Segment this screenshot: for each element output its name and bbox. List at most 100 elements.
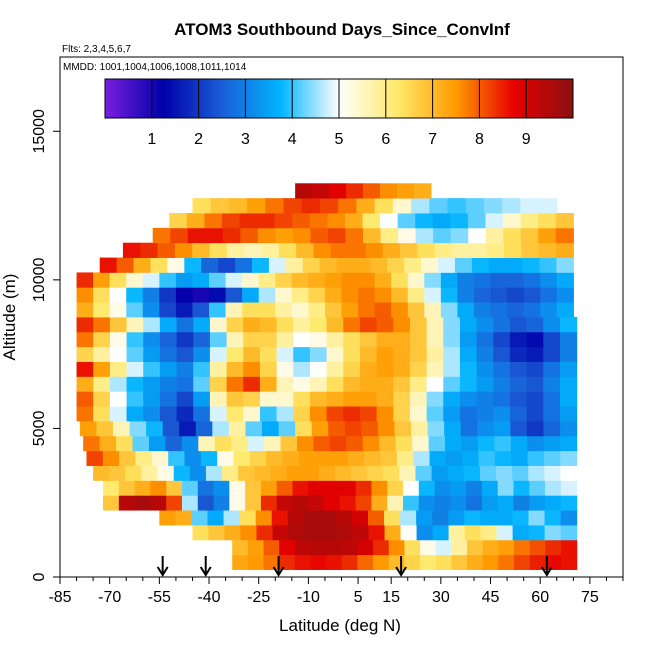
heatmap-cell xyxy=(122,242,141,258)
heatmap-cell xyxy=(443,376,461,392)
heatmap-cell xyxy=(486,242,505,258)
heatmap-cell xyxy=(409,361,428,377)
heatmap-cell xyxy=(341,302,359,318)
colorbar-strip xyxy=(310,79,314,118)
heatmap-cell xyxy=(76,361,94,377)
colorbar-strip xyxy=(135,79,139,118)
heatmap-cell xyxy=(126,287,144,303)
heatmap-cell xyxy=(445,435,463,452)
colorbar-strip xyxy=(404,79,408,118)
heatmap-cell xyxy=(209,331,228,348)
heatmap-cell xyxy=(205,227,224,244)
heatmap-cell xyxy=(409,376,428,392)
colorbar-strip xyxy=(502,79,506,118)
heatmap-cell xyxy=(479,465,497,481)
heatmap-cell xyxy=(326,346,344,362)
colorbar-strip xyxy=(289,79,293,118)
heatmap-cell xyxy=(362,435,380,452)
heatmap-cell xyxy=(324,272,343,288)
heatmap-cell xyxy=(132,435,150,452)
heatmap-cell xyxy=(223,510,241,526)
heatmap-cell xyxy=(309,331,328,348)
heatmap-cell xyxy=(210,198,230,214)
colorbar-strip xyxy=(133,79,136,118)
heatmap-cell xyxy=(319,257,338,273)
colorbar-strip xyxy=(282,79,286,118)
heatmap-cell xyxy=(150,480,167,496)
heatmap-cell xyxy=(262,421,280,437)
colorbar-strip xyxy=(203,79,207,118)
heatmap-cell xyxy=(528,510,546,526)
heatmap-cell xyxy=(157,465,175,481)
colorbar-strip xyxy=(229,79,232,118)
heatmap-cell xyxy=(526,317,544,333)
colorbar-strip xyxy=(303,79,307,118)
heatmap-cell xyxy=(391,272,409,288)
heatmap-cell xyxy=(393,376,411,392)
heatmap-cell xyxy=(377,421,396,437)
heatmap-cell xyxy=(264,435,282,452)
heatmap-cell xyxy=(493,331,511,348)
heatmap-cell xyxy=(327,227,347,244)
colorbar-strip xyxy=(273,79,277,118)
colorbar-strip xyxy=(390,79,394,118)
heatmap-cell xyxy=(243,361,261,377)
heatmap-cell xyxy=(409,406,428,422)
heatmap-cell xyxy=(293,346,311,362)
heatmap-cell xyxy=(396,183,415,199)
heatmap-cell xyxy=(443,406,461,422)
heatmap-cell xyxy=(465,198,485,214)
heatmap-cell xyxy=(327,213,346,229)
heatmap-cell xyxy=(397,213,416,229)
heatmap-cell xyxy=(175,287,194,303)
heatmap-cell xyxy=(259,361,278,377)
colorbar-strip xyxy=(388,79,391,118)
colorbar-strip xyxy=(137,79,141,118)
x-tick-label: -40 xyxy=(197,589,220,606)
heatmap-cell xyxy=(464,525,482,541)
colorbar-tick-label: 9 xyxy=(522,131,531,148)
heatmap-cell xyxy=(93,391,111,407)
heatmap-cell xyxy=(505,257,524,273)
heatmap-cell xyxy=(209,346,228,362)
heatmap-cell xyxy=(239,213,258,229)
heatmap-cell xyxy=(560,495,578,511)
heatmap-cell xyxy=(432,525,450,541)
heatmap-cell xyxy=(83,435,101,452)
heatmap-cell xyxy=(247,554,265,570)
heatmap-cell xyxy=(509,317,528,333)
heatmap-cell xyxy=(186,213,206,229)
heatmap-cell xyxy=(473,272,492,288)
heatmap-cell xyxy=(308,287,326,303)
heatmap-cell xyxy=(380,213,399,229)
heatmap-cell xyxy=(384,525,402,541)
heatmap-cell xyxy=(457,272,475,288)
heatmap-cell xyxy=(243,406,261,422)
heatmap-cell xyxy=(447,198,467,214)
heatmap-cell xyxy=(173,465,191,481)
heatmap-cell xyxy=(350,465,368,481)
heatmap-cell xyxy=(476,317,494,333)
heatmap-cell xyxy=(543,346,561,362)
heatmap-cell xyxy=(276,376,294,392)
heatmap-cell xyxy=(326,376,344,392)
heatmap-cell xyxy=(205,465,223,481)
heatmap-cell xyxy=(448,525,466,541)
heatmap-cell xyxy=(93,302,111,318)
heatmap-cell xyxy=(463,465,481,481)
heatmap-cell xyxy=(309,317,328,333)
heatmap-cell xyxy=(388,539,406,556)
heatmap-cell xyxy=(328,421,346,437)
heatmap-cell xyxy=(467,539,484,556)
colorbar-strip xyxy=(521,79,525,118)
heatmap-cell xyxy=(509,376,528,392)
x-tick-label: -10 xyxy=(297,589,320,606)
heatmap-cell xyxy=(142,302,160,318)
heatmap-cell xyxy=(380,450,398,466)
colorbar-strip xyxy=(287,79,291,118)
heatmap-cell xyxy=(452,242,470,258)
colorbar-strip xyxy=(477,79,480,118)
heatmap-cell xyxy=(494,435,512,452)
heatmap-cell xyxy=(263,554,280,570)
heatmap-cell xyxy=(559,406,578,422)
